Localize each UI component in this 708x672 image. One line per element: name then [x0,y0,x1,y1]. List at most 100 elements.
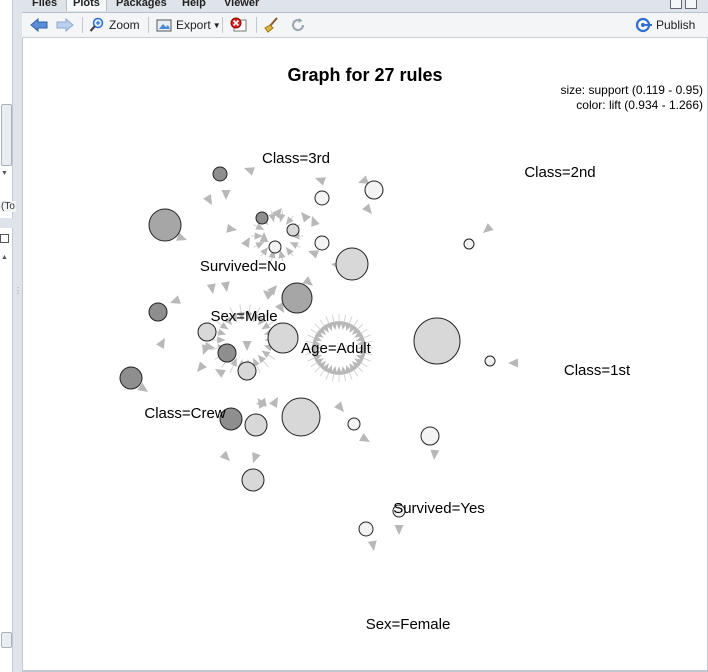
edge-arrowhead [253,313,260,322]
splitter-handle-icon[interactable]: ⋮ [14,286,22,295]
item-label: Survived=Yes [393,500,485,517]
console-scrollbar[interactable] [1,104,12,166]
edge-arrowhead [325,321,333,331]
minimize-icon[interactable] [670,0,682,9]
tab-packages[interactable]: Packages [116,0,167,9]
edge-arrowhead [308,250,319,259]
edge-arrowhead [483,223,494,233]
tab-plots[interactable]: Plots [66,0,107,11]
edge-arrowhead [226,223,237,233]
edge-arrowhead [315,177,326,186]
rule-node [335,247,369,281]
edge-arrowhead [362,203,372,214]
pane-toggle-button[interactable] [0,234,9,243]
edge-arrowhead [321,363,329,373]
arrows-group [137,167,518,551]
edge-arrowhead [241,237,250,248]
remove-plot-button[interactable] [229,15,249,35]
toolbar-divider [82,17,83,33]
publish-button[interactable]: Publish [634,15,695,35]
edge-arrowhead [278,249,286,259]
rule-node [314,190,330,206]
zoom-magnifier-icon [89,17,104,32]
edge-arrowhead [285,216,294,225]
rule-node [347,417,361,431]
refresh-button[interactable] [290,15,306,35]
edge-arrowhead [359,433,370,442]
publish-label: Publish [656,18,696,32]
item-label: Class=3rd [262,150,330,167]
edge-arrowhead [137,382,148,392]
edge-arrowhead [215,369,226,378]
tab-files[interactable]: Files [32,0,58,9]
legend-size: size: support (0.119 - 0.95) [560,83,703,97]
plots-toolbar: Zoom Export ▼ Publish [22,13,708,38]
console-pane: ▼ [0,0,13,218]
edge-arrowhead [261,350,271,359]
tab-viewer[interactable]: Viewer [224,0,260,9]
edge-arrowhead [357,339,366,347]
edge-arrowhead [317,326,326,335]
export-menu-button[interactable]: Export ▼ [156,15,221,35]
edge-arrowhead [253,358,260,367]
rule-node [219,407,243,431]
edge-arrowhead [217,336,226,344]
rule-node [358,521,374,537]
edge-arrowhead [269,397,278,408]
scroll-up-arrow-icon[interactable]: ▲ [1,254,8,261]
forward-arrow-button[interactable] [56,15,74,35]
item-label: Sex=Female [366,616,451,633]
edge-arrowhead [272,208,282,219]
broom-icon [264,17,278,33]
tab-help[interactable]: Help [182,0,206,9]
export-image-icon [156,19,172,32]
rule-node [119,366,143,390]
rule-node [212,166,228,182]
edge-arrowhead [349,323,357,333]
rule-node [237,361,257,381]
rule-node [244,413,268,437]
edge-arrowhead [217,328,227,336]
edge-arrowhead [255,223,265,230]
environment-scrollbar[interactable] [1,632,12,648]
edge-arrowhead [345,365,353,375]
edge-arrowhead [268,213,276,223]
rule-node [241,468,265,492]
edge-arrowhead [312,354,322,362]
rule-node [420,426,440,446]
edge-arrowhead [252,452,261,463]
edge-arrowhead [206,283,216,294]
maximize-icon[interactable] [685,0,697,9]
edge-arrowhead [285,247,294,256]
rule-node [286,223,300,237]
edge-arrowhead [352,326,361,335]
rule-node [484,355,496,367]
toolbar-divider [148,17,149,33]
edge-arrowhead [259,232,269,242]
item-label: Sex=Male [210,308,277,325]
edge-arrowhead [245,311,253,321]
edge-arrowhead [156,338,165,349]
zoom-button[interactable]: Zoom [89,15,140,35]
scroll-down-arrow-icon[interactable]: ▼ [1,170,8,177]
rule-node [197,322,217,342]
environment-pane: ▲ [0,228,13,672]
back-arrow-button[interactable] [30,15,48,35]
back-arrow-icon [30,18,48,32]
edge-arrowhead [312,349,321,357]
item-label: Survived=No [200,258,286,275]
edge-arrowhead [204,341,215,351]
edge-arrowhead [260,247,269,256]
edge-arrowhead [267,285,277,296]
edge-arrowhead [301,212,311,223]
clear-plots-button[interactable] [263,15,279,35]
edge-arrowhead [430,449,440,460]
edge-arrowhead [176,232,187,241]
rule-node [148,302,168,322]
toolbar-divider [222,17,223,33]
publish-icon [635,17,652,33]
edge-arrowhead [302,276,313,286]
edge-arrowhead [275,302,284,313]
edge-arrowhead [367,540,377,551]
edge-arrowhead [170,295,181,304]
